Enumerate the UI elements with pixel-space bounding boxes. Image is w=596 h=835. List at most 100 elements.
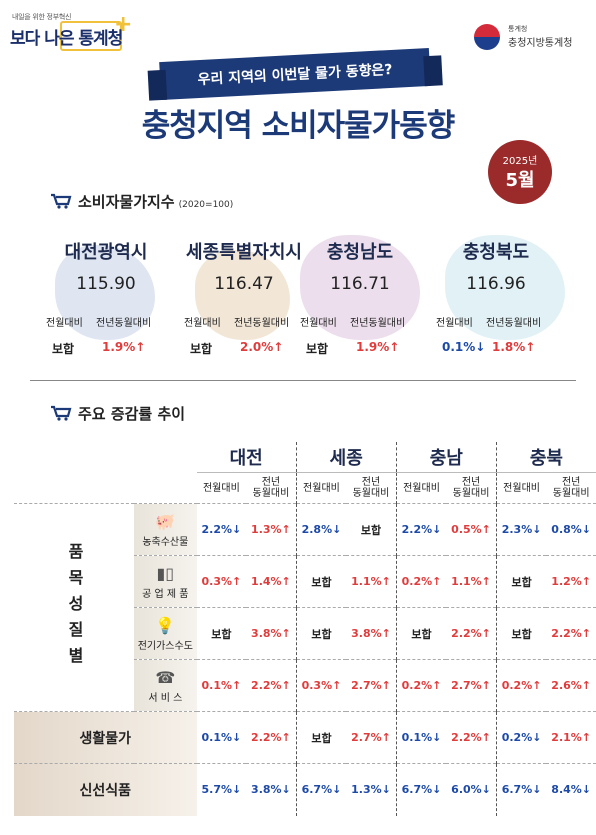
table-cell: 2.7%↑ <box>346 659 397 712</box>
table-row: 신선식품 5.7%↓ 3.8%↓ 6.7%↓ 1.3%↓ 6.7%↓ 6.0%↓ 6.7%↓ 8… <box>14 763 596 816</box>
table-cell: 1.3%↑ <box>246 503 297 556</box>
yoy-value: 2.0%↑ <box>240 340 284 354</box>
table-cell: 2.2%↑ <box>446 607 497 660</box>
table-cell: 0.5%↑ <box>446 503 497 556</box>
region-index-value: 116.71 <box>330 274 390 294</box>
table-cell: 6.0%↓ <box>446 763 497 816</box>
category-cell: ☎ 서 비 스 <box>134 659 197 712</box>
category-label: 농축수산물 <box>142 536 189 548</box>
category-label: 서 비 스 <box>148 692 183 704</box>
subhead-mom: 전월대비 <box>295 472 347 504</box>
col-region-daejeon: 대전 <box>196 442 297 473</box>
section-cpi-header: 소비자물가지수 (2020=100) <box>50 191 233 212</box>
table-cell: 1.3%↓ <box>346 763 397 816</box>
col-region-chungnam: 충남 <box>395 442 497 473</box>
daejeon-map <box>55 245 155 340</box>
table-cell: 0.1%↓ <box>395 711 447 764</box>
category-cell: ▮▯ 공 업 제 품 <box>134 555 197 608</box>
subhead-yoy-line2: 동월대비 <box>352 488 390 499</box>
subhead-yoy-line2: 동월대비 <box>552 488 590 499</box>
category-cell: 💡 전기가스수도 <box>134 607 197 660</box>
sejong-map <box>195 250 290 340</box>
subhead-yoy-line2: 동월대비 <box>452 488 490 499</box>
mom-label: 전월대비 <box>184 318 221 329</box>
cart-icon <box>51 405 72 421</box>
table-cell: 2.7%↑ <box>446 659 497 712</box>
region-name: 충청북도 <box>462 242 530 263</box>
table-cell: 0.2%↓ <box>495 711 547 764</box>
mom-value: 보합 <box>190 342 213 356</box>
table-cell: 1.2%↑ <box>546 555 596 608</box>
table-cell: 0.2%↑ <box>395 659 447 712</box>
subhead-yoy: 전년 동월대비 <box>546 473 596 504</box>
mom-value: 보합 <box>306 342 329 356</box>
table-cell: 2.2%↑ <box>246 659 297 712</box>
subhead-yoy-line1: 전년 <box>561 477 581 488</box>
table-cell: 2.2%↓ <box>395 503 447 556</box>
col-region-sejong: 세종 <box>295 442 397 473</box>
side-label-category: 품목성질별 <box>14 503 134 712</box>
table-cell: 2.6%↑ <box>546 659 596 712</box>
category-label: 전기가스수도 <box>137 640 193 652</box>
question-banner: 우리 지역의 이번달 물가 동향은? <box>159 47 431 101</box>
subhead-yoy-line1: 전년 <box>461 477 481 488</box>
yoy-label: 전년동월대비 <box>486 318 542 329</box>
subhead-mom: 전월대비 <box>395 472 447 504</box>
chungbuk-map <box>445 235 565 340</box>
mom-label: 전월대비 <box>46 318 83 329</box>
table-cell: 6.7%↓ <box>495 763 547 816</box>
table-cell: 3.8%↑ <box>346 607 397 660</box>
date-badge: 2025년 5월 <box>488 140 552 204</box>
yoy-label: 전년동월대비 <box>350 318 406 329</box>
subhead-yoy: 전년 동월대비 <box>246 473 296 504</box>
cart-icon <box>51 193 72 209</box>
table-cell: 6.7%↓ <box>295 763 347 816</box>
page-title: 충청지역 소비자물가동향 <box>141 108 456 144</box>
region-name: 세종특별자치시 <box>186 242 302 263</box>
yoy-label: 전년동월대비 <box>96 318 152 329</box>
base-year: (2020=100) <box>178 200 234 210</box>
date-year: 2025년 <box>502 156 538 167</box>
table-cell: 2.8%↓ <box>295 503 347 556</box>
divider <box>30 380 576 381</box>
subhead-mom: 전월대비 <box>202 482 240 494</box>
table-cell: 8.4%↓ <box>546 763 596 816</box>
date-month: 5월 <box>505 170 535 191</box>
yoy-value: 1.8%↑ <box>492 340 536 354</box>
logo-text: 보다 나은 통계청 <box>10 29 123 49</box>
table-row: 💡 전기가스수도 보합 3.8%↑ 보합 3.8%↑ 보합 2.2%↑ 보합 2.2%↑ <box>14 607 596 660</box>
table-cell: 0.1%↑ <box>196 659 247 712</box>
table-cell: 3.8%↓ <box>246 763 297 816</box>
table-row: 품목성질별 🐖 농축수산물 2.2%↓ 1.3%↑ 2.8%↓ 보합 2.2%↓ 0.5%↑ 2.… <box>14 503 596 712</box>
table-cell: 1.1%↑ <box>346 555 397 608</box>
table-cell: 2.3%↓ <box>495 503 547 556</box>
region-index-value: 116.96 <box>466 274 526 294</box>
taegeuk-emblem-icon <box>474 24 500 50</box>
yoy-label: 전년동월대비 <box>234 318 290 329</box>
subhead-yoy: 전년 동월대비 <box>446 473 496 504</box>
subhead-mom: 전월대비 <box>495 472 547 504</box>
mom-value: 보합 <box>52 342 75 356</box>
col-region-chungbuk: 충북 <box>495 442 596 473</box>
category-label: 공 업 제 품 <box>142 588 189 600</box>
table-cell: 2.2%↑ <box>546 607 596 660</box>
table-cell: 2.2%↑ <box>246 711 297 764</box>
table-cell: 0.3%↑ <box>196 555 247 608</box>
gov-agency-label: 통계청 <box>508 25 528 33</box>
mom-value: 0.1%↓ <box>442 340 486 354</box>
yoy-value: 1.9%↑ <box>356 340 400 354</box>
trend-table: 대전 세종 충남 충북 전월대비 전년 동월대비 전월대비 전년 동월대비 전월대비 전년 동월… <box>14 442 596 816</box>
chungnam-map <box>300 235 420 340</box>
plus-icon: + <box>114 12 133 37</box>
region-name: 대전광역시 <box>64 242 148 263</box>
table-cell: 3.8%↑ <box>246 607 297 660</box>
table-row: ▮▯ 공 업 제 품 0.3%↑ 1.4%↑ 보합 1.1%↑ 0.2%↑ 1.1%↑ 보합 1.… <box>14 555 596 608</box>
category-label-big: 생활물가 <box>14 711 197 764</box>
table-cell: 1.1%↑ <box>446 555 497 608</box>
table-cell: 2.1%↑ <box>546 711 596 764</box>
logo-bracket <box>60 21 122 51</box>
table-row: ☎ 서 비 스 0.1%↑ 2.2%↑ 0.3%↑ 2.7%↑ 0.2%↑ 2.7%↑ 0.2%… <box>14 659 596 712</box>
section-trend-header: 주요 증감률 추이 <box>50 403 185 424</box>
table-cell: 2.2%↓ <box>196 503 247 556</box>
table-cell: 5.7%↓ <box>196 763 247 816</box>
